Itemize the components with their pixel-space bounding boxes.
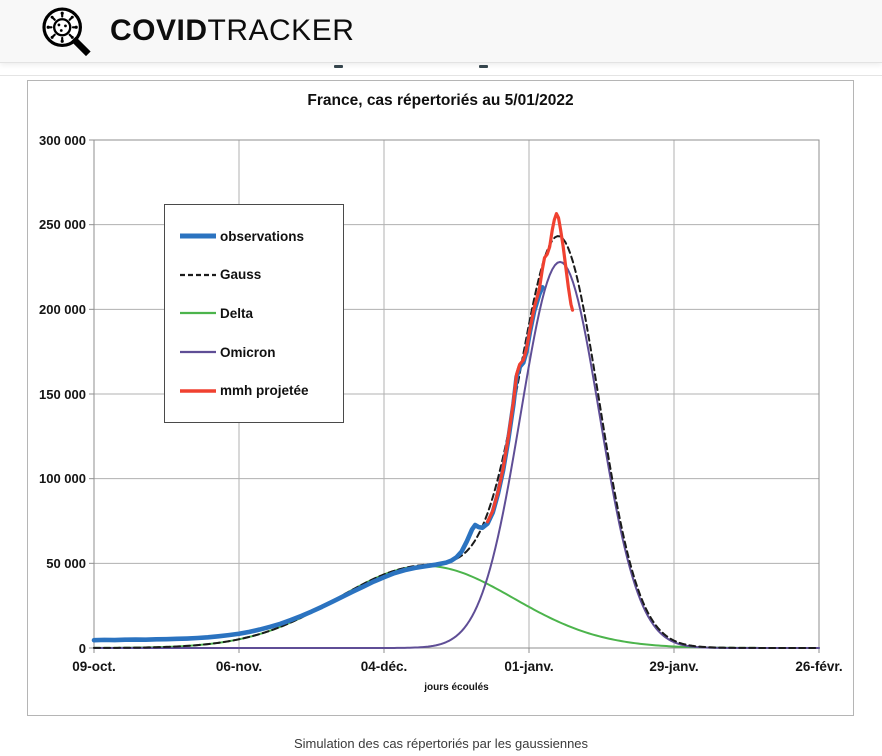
- brand-light: TRACKER: [207, 14, 355, 47]
- x-tick-label: 01-janv.: [504, 659, 554, 674]
- x-tick-label: 26-févr.: [795, 659, 843, 674]
- x-tick-label: 29-janv.: [649, 659, 699, 674]
- y-tick-label: 50 000: [46, 555, 86, 571]
- line-chart: [89, 139, 820, 653]
- chart-card: France, cas répertoriés au 5/01/2022 0 50…: [27, 80, 854, 716]
- legend-item: Omicron: [165, 345, 343, 360]
- chart-legend: observations Gauss Delta Omicron mmh projeté…: [164, 204, 344, 423]
- legend-line-sample: [180, 351, 216, 354]
- legend-item: Gauss: [165, 267, 343, 282]
- legend-label: Gauss: [220, 267, 262, 283]
- x-tick-label: 09-oct.: [72, 659, 116, 674]
- legend-label: Omicron: [220, 344, 276, 360]
- virus-magnifier-logo-icon[interactable]: [36, 2, 94, 60]
- legend-label: mmh projetée: [220, 383, 309, 399]
- y-tick-label: 150 000: [39, 386, 86, 402]
- legend-item: mmh projetée: [165, 383, 343, 398]
- legend-line-sample: [180, 233, 216, 239]
- chart-title: France, cas répertoriés au 5/01/2022: [307, 92, 574, 109]
- legend-item: observations: [165, 229, 343, 244]
- x-tick-label: 06-nov.: [215, 659, 263, 674]
- x-tick-label: 04-déc.: [360, 659, 408, 674]
- site-header: COVIDTRACKER: [0, 0, 882, 63]
- y-tick-label: 0: [78, 640, 86, 656]
- brand-title[interactable]: COVIDTRACKER: [110, 14, 354, 48]
- legend-line-sample: [180, 389, 216, 393]
- legend-line-sample: [180, 273, 216, 276]
- brand-bold: COVID: [110, 14, 208, 47]
- chart-caption: Simulation des cas répertoriés par les g…: [293, 736, 589, 751]
- x-axis-title: jours écoulés: [424, 682, 489, 693]
- y-tick-label: 100 000: [39, 471, 86, 487]
- y-tick-label: 300 000: [39, 132, 86, 148]
- clipped-heading-fragment: [479, 65, 488, 68]
- horizontal-divider: [0, 75, 882, 76]
- legend-line-sample: [180, 312, 216, 315]
- clipped-heading-fragment: [334, 65, 343, 68]
- legend-label: Delta: [220, 305, 254, 321]
- legend-label: observations: [220, 228, 305, 244]
- y-tick-label: 200 000: [39, 301, 86, 317]
- y-tick-label: 250 000: [39, 217, 86, 233]
- legend-item: Delta: [165, 306, 343, 321]
